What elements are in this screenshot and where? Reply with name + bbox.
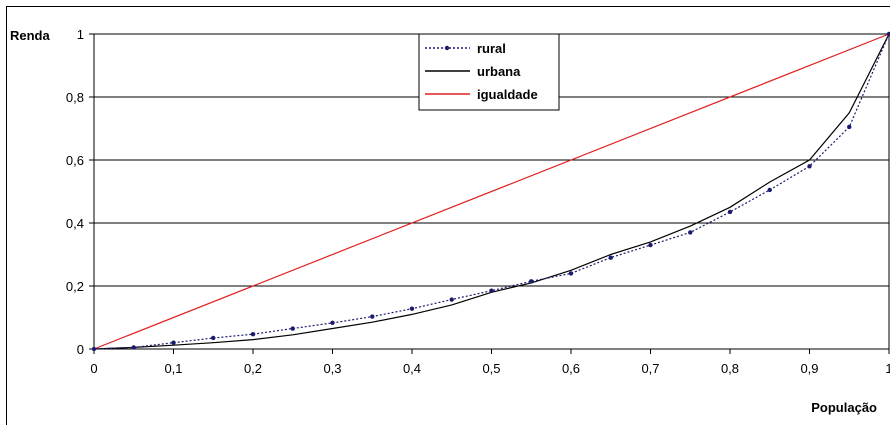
rural-point: [648, 242, 653, 248]
y-tick-label: 0: [77, 342, 84, 357]
x-tick-label: 0,3: [323, 361, 341, 376]
rural-point: [529, 279, 534, 284]
legend-label-igualdade: igualdade: [477, 87, 538, 102]
rural-point: [409, 306, 415, 311]
y-axis-title: Renda: [10, 28, 51, 43]
rural-point: [449, 297, 454, 302]
x-tick-label: 0,5: [482, 361, 500, 376]
rural-point: [807, 164, 812, 169]
y-tick-label: 0,2: [66, 279, 84, 294]
legend-label-urbana: urbana: [477, 64, 521, 79]
y-tick-label: 1: [77, 27, 84, 42]
rural-point: [688, 230, 693, 235]
rural-point: [608, 255, 613, 260]
rural-point: [250, 331, 256, 337]
series-line-rural: [93, 33, 890, 350]
axes: [89, 33, 890, 354]
rural-point: [489, 288, 494, 293]
x-tick-label: 1: [885, 361, 890, 376]
rural-point: [727, 209, 733, 215]
rural-point: [131, 345, 136, 350]
series-line-igualdade: [93, 33, 890, 350]
x-tick-label: 0,4: [403, 361, 421, 376]
rural-point: [290, 326, 295, 331]
rural-point: [886, 31, 890, 37]
legend-label-rural: rural: [477, 41, 506, 56]
rural-point: [847, 124, 852, 130]
rural-point: [568, 271, 574, 276]
x-tick-label: 0,1: [164, 361, 182, 376]
series-group: [91, 31, 890, 352]
chart-frame: [6, 6, 890, 425]
tick-labels: 0 0,2 0,4 0,6 0,8 1 0 0,1 0,2 0,3 0,4 0,5 0,6 0,7 0,8 0…: [66, 27, 890, 376]
rural-point: [767, 187, 772, 193]
x-tick-label: 0,8: [721, 361, 739, 376]
rural-point: [330, 320, 335, 326]
y-tick-label: 0,6: [66, 153, 84, 168]
rural-point: [91, 346, 97, 352]
legend-box: [418, 33, 560, 111]
x-tick-label: 0,9: [800, 361, 818, 376]
legend: rural urbana igualdade: [418, 33, 560, 111]
rural-point: [211, 335, 216, 341]
x-tick-label: 0,6: [562, 361, 580, 376]
x-tick-label: 0,2: [244, 361, 262, 376]
y-tick-label: 0,8: [66, 90, 84, 105]
rural-point: [171, 340, 176, 345]
x-axis-title: População: [811, 400, 877, 415]
legend-marker-rural: [444, 45, 450, 51]
x-tick-label: 0: [90, 361, 97, 376]
y-tick-label: 0,4: [66, 216, 84, 231]
x-tick-label: 0,7: [641, 361, 659, 376]
rural-point: [370, 314, 375, 319]
